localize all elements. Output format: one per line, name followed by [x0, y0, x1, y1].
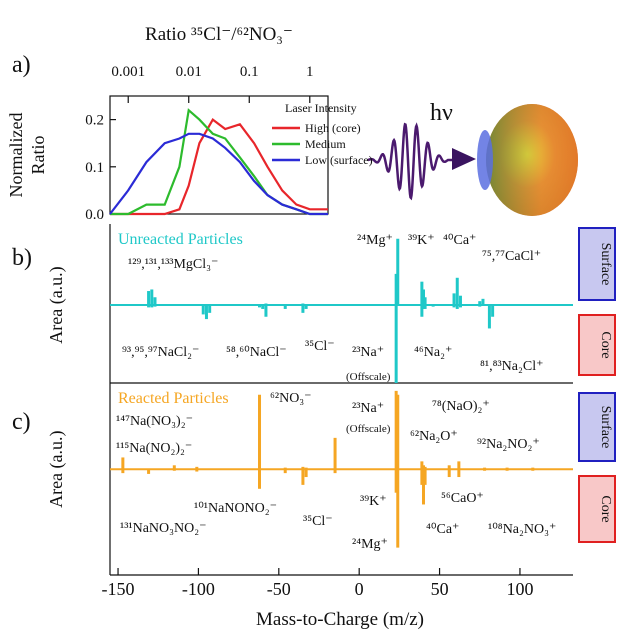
hv-label: hν [430, 100, 453, 126]
y-axis-title: Normalized [6, 113, 26, 198]
peak-label: ⁷⁸(NaO)₂⁺ [432, 399, 490, 414]
side-label: Surface [598, 406, 613, 449]
peak-label: ¹¹⁵Na(NO₂)₂⁻ [116, 441, 192, 456]
side-label: Surface [598, 243, 613, 286]
x-tick-label: 1 [306, 64, 314, 80]
y-tick-label: 0.0 [85, 207, 104, 223]
y-axis-title: Ratio [28, 136, 48, 175]
peak-label: ²⁴Mg⁺ [357, 233, 393, 248]
peak-label: ¹³¹NaNO₃NO₂⁻ [120, 521, 207, 536]
peak-label: ⁴⁶Na₂⁺ [414, 345, 452, 360]
peak-label: ³⁵Cl⁻ [303, 514, 333, 529]
panel-label: b) [12, 245, 32, 271]
peak-label: ⁸¹,⁸³Na₂Cl⁺ [480, 359, 543, 374]
side-label: Core [598, 495, 613, 522]
peak-label: ⁹³,⁹⁵,⁹⁷NaCl₂⁻ [122, 345, 199, 360]
y-axis-title: Area (a.u.) [46, 266, 67, 343]
x-tick-label: -100 [182, 579, 215, 599]
peak-label: ²³Na⁺ [352, 401, 384, 416]
peak-label: ³⁹K⁺ [408, 233, 435, 248]
legend-title: Laser Intensity [285, 101, 357, 115]
x-tick-label: -150 [102, 579, 135, 599]
peak-label: ³⁵Cl⁻ [305, 339, 335, 354]
x-tick-label: 0.01 [176, 64, 202, 80]
peak-label: ¹⁴⁷Na(NO₃)₂⁻ [116, 414, 193, 429]
legend-label: Low (surface) [305, 153, 373, 167]
peak-label: ⁷⁵,⁷⁷CaCl⁺ [482, 249, 541, 264]
peak-label: ⁵⁶CaO⁺ [441, 491, 484, 506]
particle-shell [486, 104, 578, 216]
peak-label: ³⁹K⁺ [360, 494, 387, 509]
peak-label: ⁶²Na₂O⁺ [410, 429, 458, 444]
y-tick-label: 0.2 [85, 113, 104, 129]
y-tick-label: 0.1 [85, 160, 104, 176]
line-series [110, 110, 328, 214]
peak-label: ⁴⁰Ca⁺ [426, 522, 459, 537]
x-tick-label: -50 [267, 579, 291, 599]
panel-title: Reacted Particles [118, 390, 229, 407]
figure: hν a) Ratio ³⁵Cl⁻/⁶²NO₃⁻ NormalizedRatio 0.… [0, 0, 620, 632]
x-axis-title: Ratio ³⁵Cl⁻/⁶²NO₃⁻ [145, 24, 293, 45]
peak-label: ¹⁰⁸Na₂NO₃⁺ [488, 522, 556, 537]
x-tick-label: 0.1 [240, 64, 259, 80]
peak-label: ¹⁰¹NaNONO₂⁻ [194, 501, 277, 516]
peak-label: (Offscale) [346, 371, 391, 383]
panel-label: a) [12, 52, 31, 78]
peak-label: (Offscale) [346, 423, 391, 435]
x-tick-label: 0 [355, 579, 364, 599]
peak-label: ⁴⁰Ca⁺ [443, 233, 476, 248]
y-axis-title: Area (a.u.) [46, 430, 67, 507]
x-axis-title: Mass-to-Charge (m/z) [256, 609, 424, 630]
peak-label: ¹²⁹,¹³¹,¹³³MgCl₃⁻ [128, 257, 218, 272]
x-tick-label: 0.001 [111, 64, 145, 80]
peak-label: ⁹²Na₂NO₂⁺ [477, 437, 540, 452]
legend-label: High (core) [305, 121, 361, 135]
particle-surface [477, 130, 493, 190]
x-tick-label: 100 [506, 579, 533, 599]
legend-label: Medium [305, 137, 346, 151]
side-label: Core [598, 331, 613, 358]
peak-label: ⁶²NO₃⁻ [270, 391, 312, 406]
peak-label: ²⁴Mg⁺ [352, 537, 388, 552]
panel-title: Unreacted Particles [118, 231, 243, 248]
peak-label: ⁵⁸,⁶⁰NaCl⁻ [226, 345, 287, 360]
light-wave [368, 124, 452, 197]
x-tick-label: 50 [431, 579, 449, 599]
peak-label: ²³Na⁺ [352, 345, 384, 360]
illustration: hν [368, 100, 578, 216]
arrow-head [452, 148, 476, 170]
panel-label: c) [12, 409, 31, 435]
